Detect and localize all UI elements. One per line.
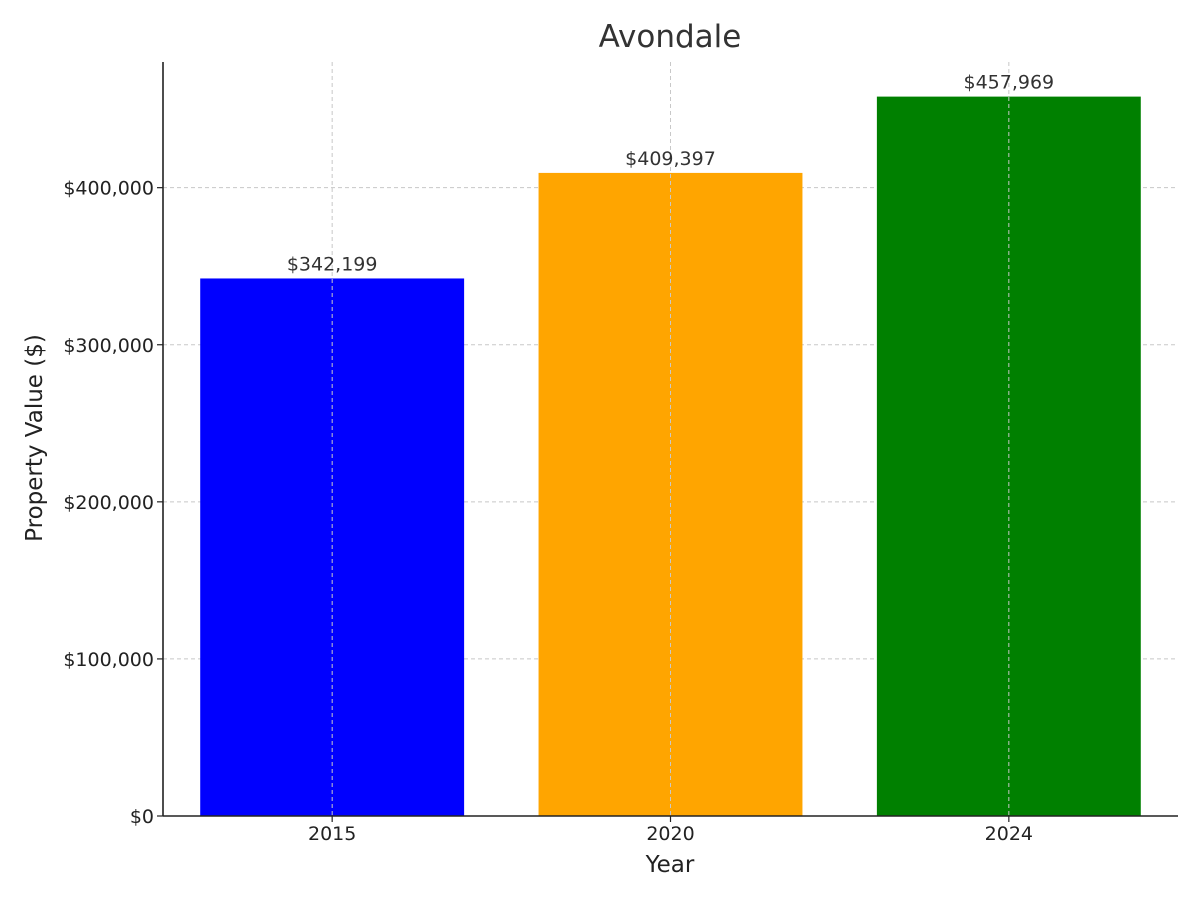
y-tick-label: $400,000 [63, 178, 154, 200]
y-tick-label: $0 [130, 806, 154, 828]
axes [157, 62, 1178, 822]
y-tick-label: $200,000 [63, 492, 154, 514]
bar-value-label: $409,397 [625, 148, 716, 170]
x-tick-label: 2024 [985, 823, 1033, 845]
bar-value-label: $457,969 [963, 72, 1054, 94]
y-axis-title: Property Value ($) [22, 334, 48, 542]
y-tick-label: $100,000 [63, 649, 154, 671]
labels: $0 $100,000 $200,000 $300,000 $400,000 $342,1… [63, 72, 1054, 845]
y-tick-label: $300,000 [63, 335, 154, 357]
bar-2020 [538, 172, 803, 817]
bar-value-label: $342,199 [287, 253, 378, 275]
chart-title: Avondale [599, 19, 742, 55]
x-tick-label: 2020 [646, 823, 694, 845]
x-tick-label: 2015 [308, 823, 356, 845]
x-axis-title: Year [645, 852, 695, 878]
